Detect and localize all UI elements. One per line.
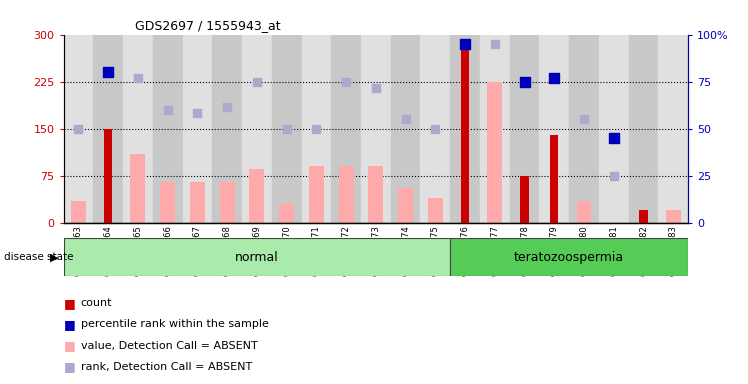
Point <box>162 107 174 113</box>
Point <box>608 135 620 141</box>
Bar <box>450 35 480 223</box>
Text: teratozoospermia: teratozoospermia <box>514 251 625 264</box>
Bar <box>539 35 569 223</box>
Point <box>459 41 471 47</box>
Bar <box>461 44 469 223</box>
Point <box>578 116 590 122</box>
Bar <box>339 166 354 223</box>
Bar <box>480 35 509 223</box>
Point <box>73 126 85 132</box>
Bar <box>551 135 559 223</box>
Bar <box>509 35 539 223</box>
Text: ■: ■ <box>64 360 76 373</box>
Bar <box>628 35 658 223</box>
Point <box>518 79 530 85</box>
Point <box>310 126 322 132</box>
Bar <box>130 154 145 223</box>
Text: rank, Detection Call = ABSENT: rank, Detection Call = ABSENT <box>81 362 252 372</box>
Point <box>429 126 441 132</box>
Bar <box>301 35 331 223</box>
Bar <box>361 35 390 223</box>
Bar <box>64 35 94 223</box>
Point <box>608 173 620 179</box>
Point <box>191 110 203 116</box>
Point <box>251 79 263 85</box>
Bar <box>160 182 175 223</box>
Bar <box>212 35 242 223</box>
Point <box>489 41 501 47</box>
Text: GDS2697 / 1555943_at: GDS2697 / 1555943_at <box>135 19 280 32</box>
Text: ■: ■ <box>64 339 76 352</box>
Point <box>548 75 560 81</box>
Bar <box>577 201 592 223</box>
Bar <box>599 35 628 223</box>
Bar <box>250 169 264 223</box>
Bar <box>71 201 86 223</box>
Text: percentile rank within the sample: percentile rank within the sample <box>81 319 269 329</box>
Text: count: count <box>81 298 112 308</box>
Text: value, Detection Call = ABSENT: value, Detection Call = ABSENT <box>81 341 257 351</box>
Bar <box>242 35 272 223</box>
Bar <box>104 129 112 223</box>
Point <box>102 69 114 75</box>
Bar <box>420 35 450 223</box>
Bar <box>428 198 443 223</box>
Bar <box>64 238 450 276</box>
Bar <box>153 35 183 223</box>
Bar <box>183 35 212 223</box>
Text: ■: ■ <box>64 297 76 310</box>
Bar <box>658 35 688 223</box>
Bar <box>279 204 294 223</box>
Text: disease state: disease state <box>4 252 73 262</box>
Bar <box>309 166 324 223</box>
Bar <box>398 188 413 223</box>
Bar <box>488 82 502 223</box>
Text: ▶: ▶ <box>50 252 58 262</box>
Bar <box>369 166 383 223</box>
Point <box>102 69 114 75</box>
Bar <box>190 182 205 223</box>
Bar <box>272 35 301 223</box>
Bar <box>569 35 599 223</box>
Bar <box>123 35 153 223</box>
Bar <box>390 35 420 223</box>
Text: normal: normal <box>235 251 279 264</box>
Bar <box>220 182 235 223</box>
Bar <box>450 238 688 276</box>
Bar <box>331 35 361 223</box>
Point <box>132 75 144 81</box>
Text: ■: ■ <box>64 318 76 331</box>
Bar <box>94 35 123 223</box>
Point <box>280 126 292 132</box>
Point <box>340 79 352 85</box>
Bar <box>521 176 529 223</box>
Point <box>399 116 411 122</box>
Bar <box>640 210 648 223</box>
Point <box>370 85 381 91</box>
Bar <box>666 210 681 223</box>
Point <box>221 104 233 110</box>
